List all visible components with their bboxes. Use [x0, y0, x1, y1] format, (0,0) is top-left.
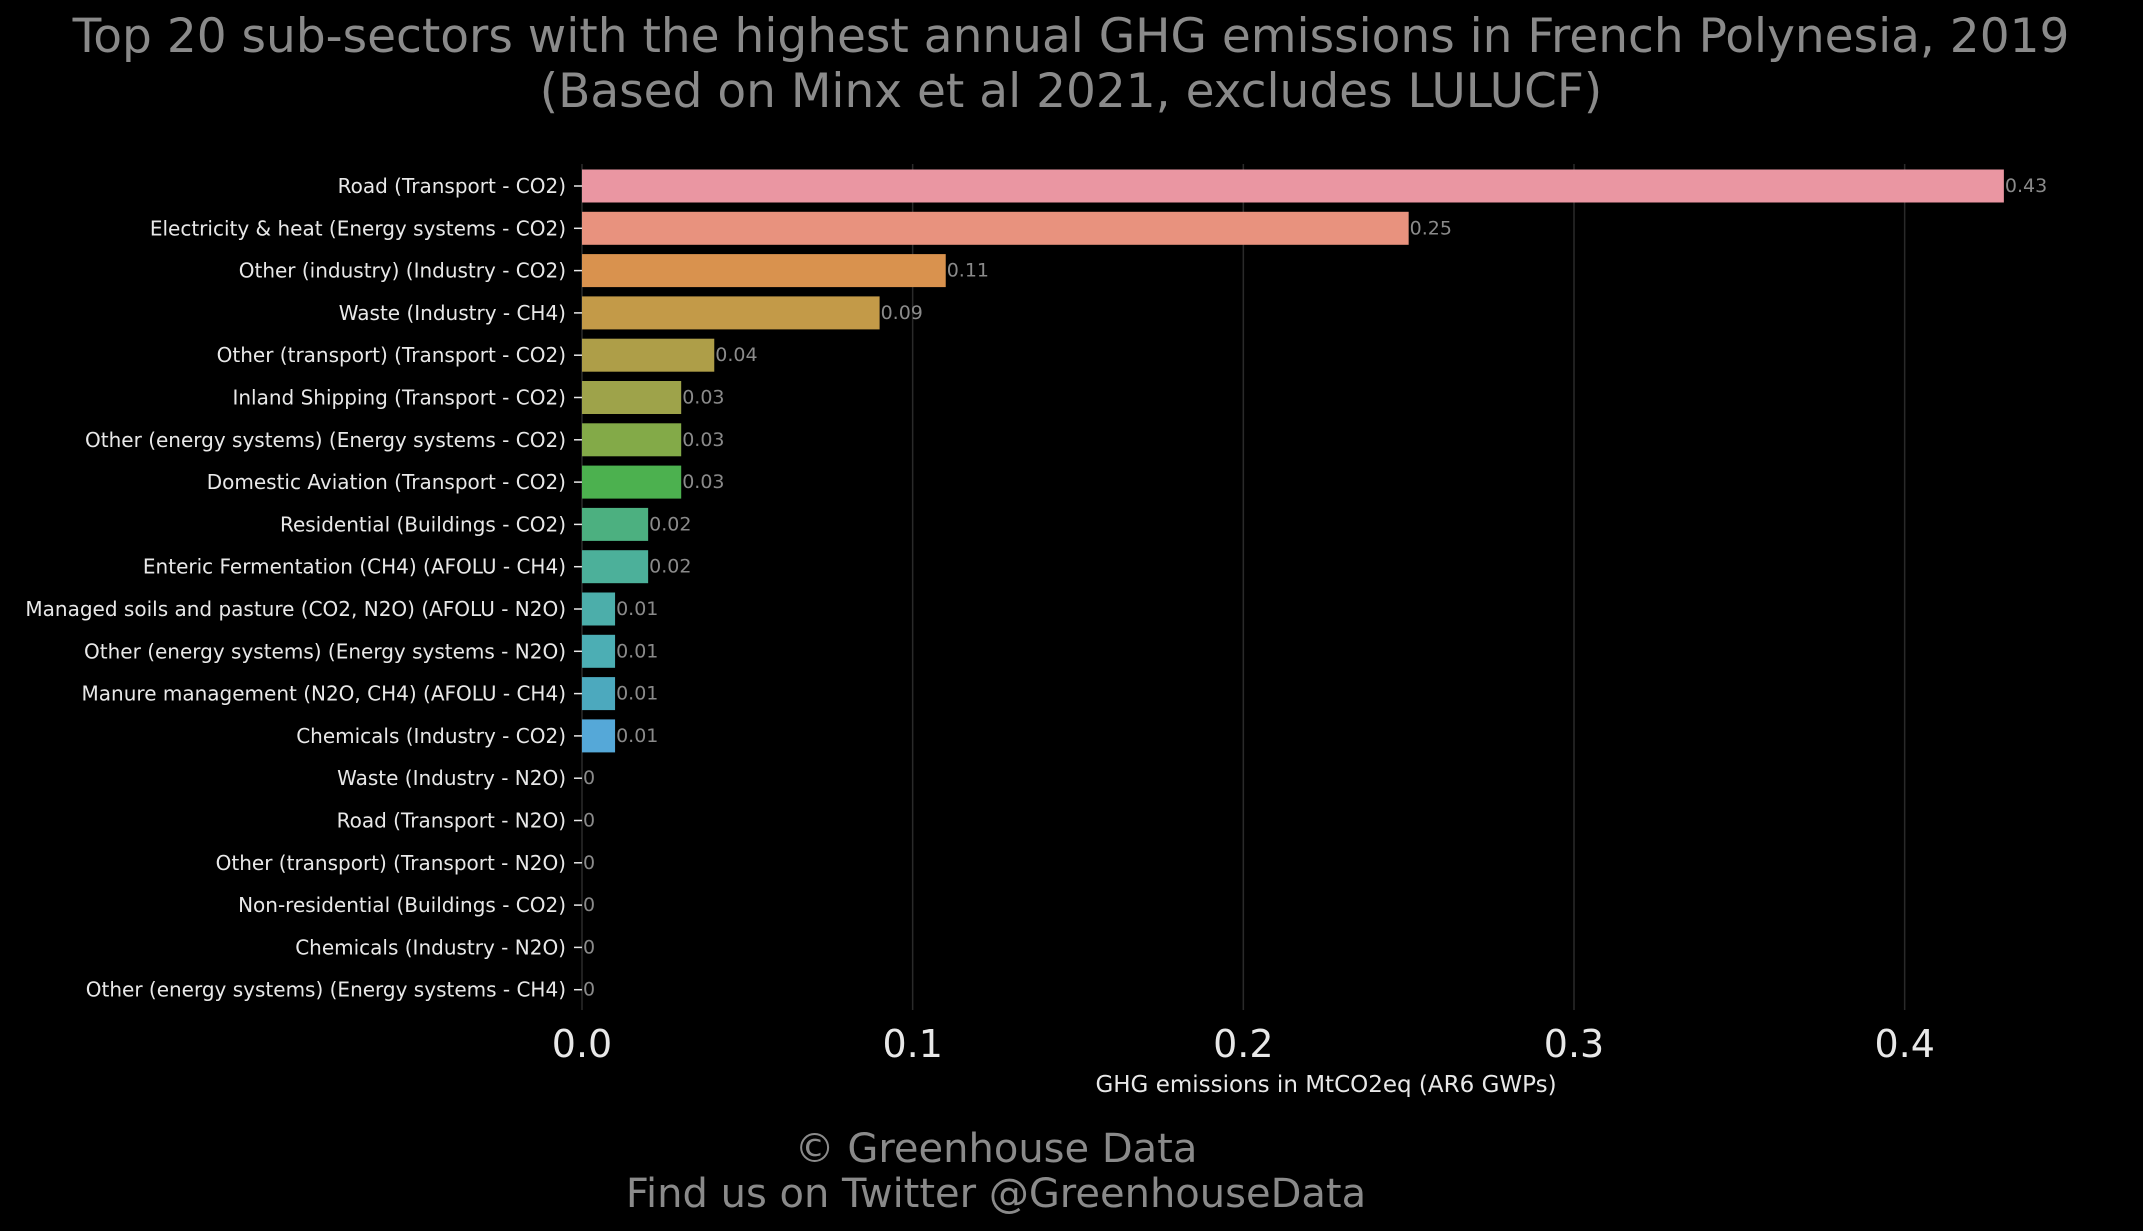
category-labels: Road (Transport - CO2) Electricity & heat… — [25, 174, 582, 1002]
x-axis-ticks: 0.0 0.1 0.2 0.3 0.4 — [552, 1022, 1935, 1066]
bar-4 — [582, 338, 715, 372]
value-label-10: 0.01 — [616, 598, 658, 620]
x-tick-label-1: 0.1 — [882, 1022, 942, 1066]
value-label-3: 0.09 — [881, 302, 923, 324]
x-tick-label-4: 0.4 — [1874, 1022, 1934, 1066]
bar-5 — [582, 381, 682, 414]
bar-9 — [582, 550, 649, 584]
bar-layer — [582, 169, 2004, 753]
value-label-7: 0.03 — [682, 471, 724, 493]
category-label-2: Other (industry) (Industry - CO2) — [239, 259, 566, 283]
category-label-11: Other (energy systems) (Energy systems -… — [84, 639, 566, 663]
bar-13 — [582, 719, 616, 753]
category-label-7: Domestic Aviation (Transport - CO2) — [207, 470, 566, 494]
bar-11 — [582, 634, 616, 668]
bar-3 — [582, 296, 880, 330]
category-label-12: Manure management (N2O, CH4) (AFOLU - CH… — [82, 682, 566, 706]
bar-0 — [582, 169, 2004, 203]
chart-subtitle: (Based on Minx et al 2021, excludes LULU… — [540, 64, 1602, 119]
grid-layer — [581, 164, 1906, 1010]
x-tick-label-3: 0.3 — [1544, 1022, 1604, 1066]
value-labels: 0.43 0.25 0.11 0.09 0.04 0.03 0.03 0.03 0.02 0.02… — [583, 175, 2047, 1001]
category-label-10: Managed soils and pasture (CO2, N2O) (AF… — [25, 597, 566, 621]
value-label-18: 0 — [583, 936, 595, 958]
bar-1 — [582, 211, 1409, 245]
bar-10 — [582, 592, 616, 626]
category-label-1: Electricity & heat (Energy systems - CO2… — [150, 216, 566, 240]
value-label-2: 0.11 — [947, 260, 989, 282]
value-label-6: 0.03 — [682, 429, 724, 451]
footer-copyright: © Greenhouse Data — [795, 1126, 1198, 1172]
category-label-14: Waste (Industry - N2O) — [337, 766, 566, 790]
category-label-0: Road (Transport - CO2) — [338, 174, 566, 198]
category-label-4: Other (transport) (Transport - CO2) — [217, 343, 566, 367]
value-label-19: 0 — [583, 979, 595, 1001]
category-label-5: Inland Shipping (Transport - CO2) — [232, 386, 566, 410]
value-label-8: 0.02 — [649, 513, 691, 535]
category-label-13: Chemicals (Industry - CO2) — [296, 724, 566, 748]
category-label-19: Other (energy systems) (Energy systems -… — [86, 978, 566, 1002]
footer-twitter: Find us on Twitter @GreenhouseData — [626, 1171, 1366, 1217]
x-tick-label-0: 0.0 — [552, 1022, 612, 1066]
bar-7 — [582, 465, 682, 499]
category-label-6: Other (energy systems) (Energy systems -… — [85, 428, 566, 452]
value-label-9: 0.02 — [649, 556, 691, 578]
x-tick-label-2: 0.2 — [1213, 1022, 1273, 1066]
bar-6 — [582, 423, 682, 457]
category-label-3: Waste (Industry - CH4) — [339, 301, 566, 325]
category-label-9: Enteric Fermentation (CH4) (AFOLU - CH4) — [143, 555, 566, 579]
value-label-0: 0.43 — [2005, 175, 2047, 197]
chart-title: Top 20 sub-sectors with the highest annu… — [72, 9, 2070, 64]
value-label-12: 0.01 — [616, 683, 658, 705]
category-label-18: Chemicals (Industry - N2O) — [295, 935, 566, 959]
value-label-16: 0 — [583, 852, 595, 874]
x-axis-title: GHG emissions in MtCO2eq (AR6 GWPs) — [1095, 1072, 1556, 1098]
value-label-15: 0 — [583, 810, 595, 832]
bar-8 — [582, 507, 649, 541]
category-label-15: Road (Transport - N2O) — [337, 809, 566, 833]
value-label-13: 0.01 — [616, 725, 658, 747]
value-label-17: 0 — [583, 894, 595, 916]
value-label-4: 0.04 — [715, 344, 757, 366]
category-label-16: Other (transport) (Transport - N2O) — [216, 851, 566, 875]
value-label-14: 0 — [583, 767, 595, 789]
bar-12 — [582, 677, 616, 711]
value-label-11: 0.01 — [616, 640, 658, 662]
category-label-8: Residential (Buildings - CO2) — [280, 512, 566, 536]
value-label-5: 0.03 — [682, 387, 724, 409]
category-label-17: Non-residential (Buildings - CO2) — [238, 893, 566, 917]
bar-2 — [582, 254, 946, 288]
value-label-1: 0.25 — [1410, 217, 1452, 239]
